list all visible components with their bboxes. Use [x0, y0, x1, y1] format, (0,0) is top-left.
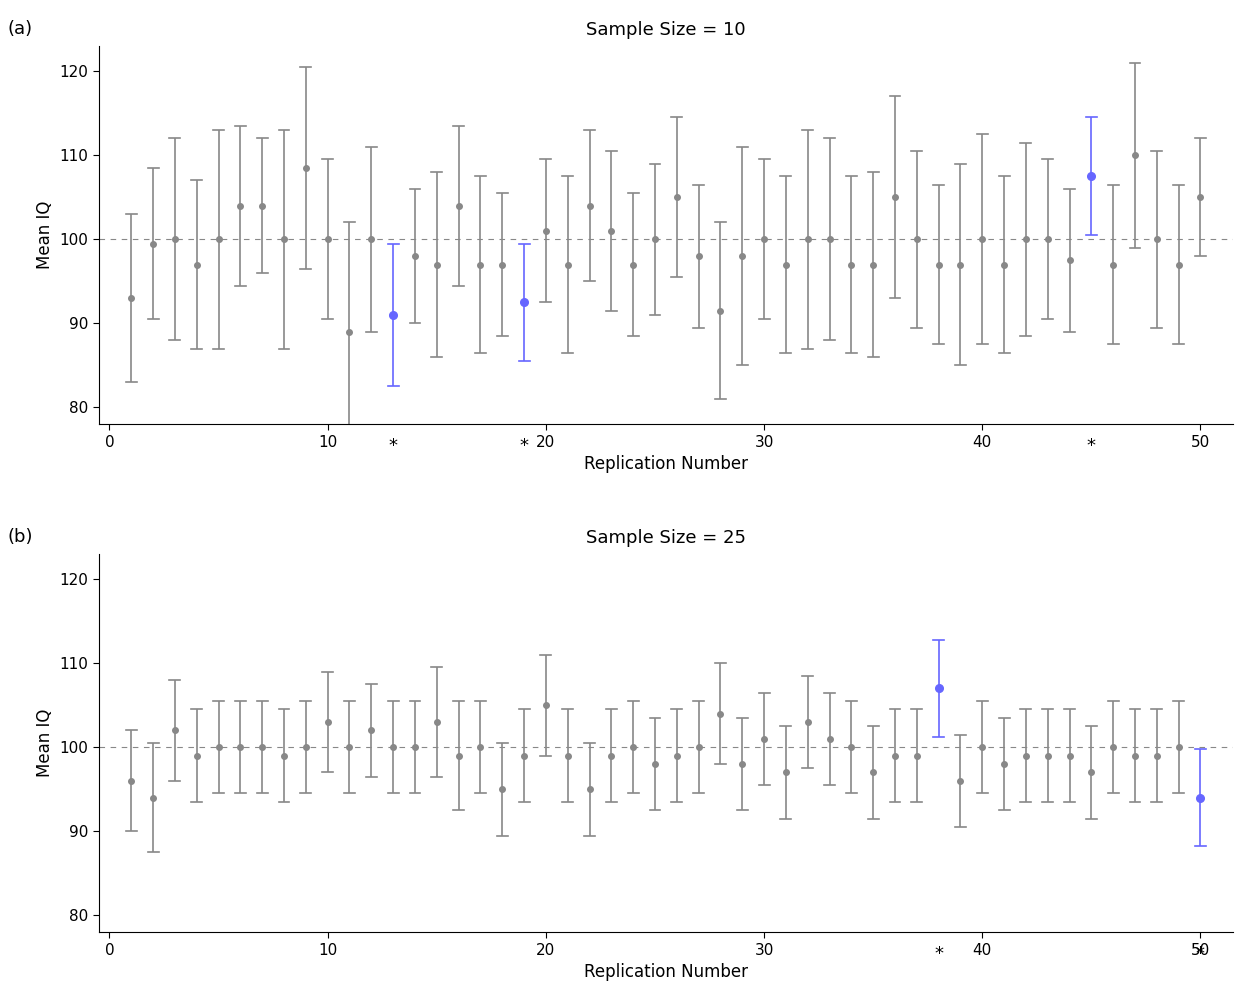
Text: (a): (a) [8, 20, 33, 38]
Text: (b): (b) [8, 528, 34, 546]
X-axis label: Replication Number: Replication Number [584, 455, 747, 473]
Title: Sample Size = 25: Sample Size = 25 [586, 529, 746, 547]
Text: *: * [389, 437, 398, 455]
Text: *: * [519, 437, 528, 455]
X-axis label: Replication Number: Replication Number [584, 963, 747, 981]
Text: *: * [1196, 945, 1205, 963]
Text: *: * [934, 945, 943, 963]
Text: *: * [1087, 437, 1096, 455]
Y-axis label: Mean IQ: Mean IQ [35, 201, 54, 270]
Y-axis label: Mean IQ: Mean IQ [35, 708, 54, 778]
Title: Sample Size = 10: Sample Size = 10 [586, 21, 746, 39]
